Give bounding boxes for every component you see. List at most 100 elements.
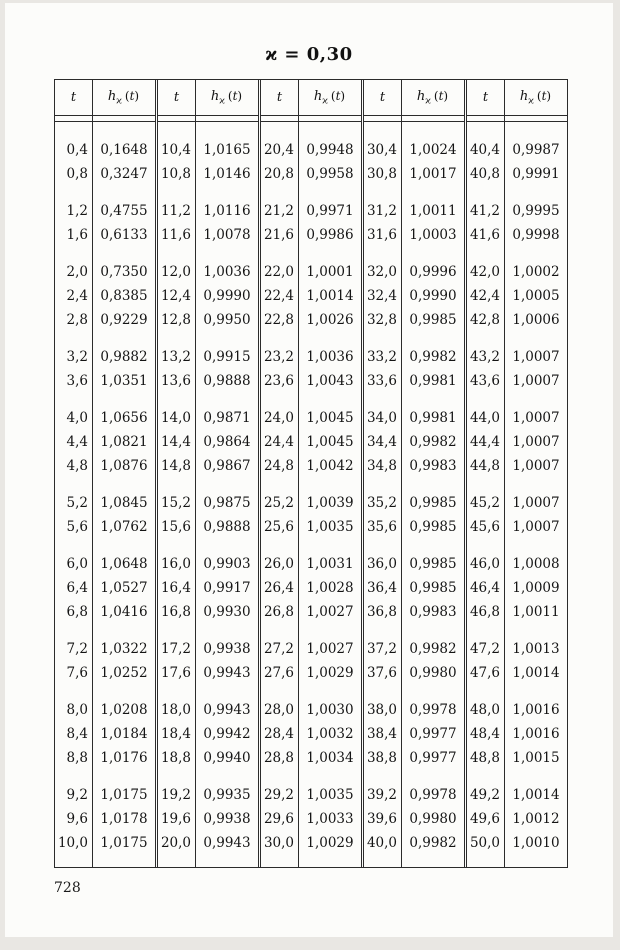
column-divider: [504, 80, 505, 867]
table-row: 19,6 0,9938: [158, 807, 258, 831]
h-value: 1,0011: [409, 203, 457, 219]
h-value: 0,6133: [100, 227, 148, 243]
h-value: 1,0035: [306, 787, 354, 803]
t-value: 23,6: [263, 373, 294, 389]
t-value: 6,0: [66, 556, 88, 572]
t-value: 9,2: [66, 787, 88, 803]
h-value: 0,9978: [409, 702, 457, 718]
t-value: 14,4: [160, 434, 191, 450]
h-value: 1,0014: [512, 787, 560, 803]
h-value: 0,9871: [203, 410, 251, 426]
table-row: 27,6 1,0029: [261, 661, 361, 685]
t-value: 4,0: [66, 410, 88, 426]
t-value: 32,8: [366, 312, 397, 328]
t-value: 8,0: [66, 702, 88, 718]
t-value: 47,6: [469, 665, 500, 681]
t-value: 34,0: [366, 410, 397, 426]
group-double-rule: [361, 80, 364, 867]
h-value: 0,9982: [409, 434, 457, 450]
t-value: 38,0: [366, 702, 397, 718]
table-row: 50,0 1,0010: [467, 831, 567, 855]
header-t-label: t: [276, 90, 283, 105]
h-value: 1,0178: [100, 811, 148, 827]
t-value: 2,8: [66, 312, 88, 328]
table-row: 35,2 0,9985: [364, 491, 464, 515]
t-value: 35,6: [366, 519, 397, 535]
table-row: 29,2 1,0035: [261, 783, 361, 807]
table-row: 21,2 0,9971: [261, 199, 361, 223]
h-value: 1,0029: [306, 665, 354, 681]
t-value: 38,8: [366, 750, 397, 766]
table-row: 45,6 1,0007: [467, 515, 567, 539]
group-header: t hϰ (t): [467, 80, 567, 116]
table-row: 44,4 1,0007: [467, 430, 567, 454]
t-value: 26,8: [263, 604, 294, 620]
t-value: 22,4: [263, 288, 294, 304]
t-value: 22,8: [263, 312, 294, 328]
t-value: 16,0: [160, 556, 191, 572]
h-value: 0,7350: [100, 264, 148, 280]
t-value: 4,8: [66, 458, 88, 474]
h-value: 0,9991: [512, 166, 560, 182]
table-row: 22,0 1,0001: [261, 260, 361, 284]
group-header: t hϰ (t): [55, 80, 155, 116]
h-value: 1,0014: [512, 665, 560, 681]
t-value: 31,6: [366, 227, 397, 243]
t-value: 45,6: [469, 519, 500, 535]
table-row: 38,4 0,9977: [364, 722, 464, 746]
t-value: 48,8: [469, 750, 500, 766]
t-value: 18,4: [160, 726, 191, 742]
h-value: 1,0175: [100, 835, 148, 851]
t-value: 44,4: [469, 434, 500, 450]
t-value: 17,2: [160, 641, 191, 657]
h-value: 1,0007: [512, 434, 560, 450]
table-row: 42,4 1,0005: [467, 284, 567, 308]
h-value: 1,0007: [512, 519, 560, 535]
table-row: 28,8 1,0034: [261, 746, 361, 770]
t-value: 36,8: [366, 604, 397, 620]
h-value: 0,9930: [203, 604, 251, 620]
header-h-label: hϰ (t): [416, 88, 449, 107]
h-value: 1,0039: [306, 495, 354, 511]
table-row: 26,8 1,0027: [261, 600, 361, 624]
t-value: 40,0: [366, 835, 397, 851]
table-row: 39,2 0,9978: [364, 783, 464, 807]
table-row: 25,6 1,0035: [261, 515, 361, 539]
table-row: 38,0 0,9978: [364, 698, 464, 722]
t-value: 17,6: [160, 665, 191, 681]
header-double-rule: [261, 116, 361, 122]
t-value: 42,8: [469, 312, 500, 328]
t-value: 28,4: [263, 726, 294, 742]
table-row: 38,8 0,9977: [364, 746, 464, 770]
table-row: 19,2 0,9935: [158, 783, 258, 807]
t-value: 33,2: [366, 349, 397, 365]
h-value: 0,9940: [203, 750, 251, 766]
table-row: 18,4 0,9942: [158, 722, 258, 746]
t-value: 10,8: [160, 166, 191, 182]
table-row: 30,8 1,0017: [364, 162, 464, 186]
t-value: 34,4: [366, 434, 397, 450]
table-row: 26,4 1,0028: [261, 576, 361, 600]
table-row: 46,0 1,0008: [467, 552, 567, 576]
t-value: 18,0: [160, 702, 191, 718]
h-value: 1,0876: [100, 458, 148, 474]
t-value: 43,2: [469, 349, 500, 365]
header-t-label: t: [482, 90, 489, 105]
t-value: 46,8: [469, 604, 500, 620]
h-value: 0,9915: [203, 349, 251, 365]
h-value: 1,0003: [409, 227, 457, 243]
t-value: 24,0: [263, 410, 294, 426]
h-value: 1,0005: [512, 288, 560, 304]
t-value: 11,6: [160, 227, 191, 243]
t-value: 48,0: [469, 702, 500, 718]
values-table: t hϰ (t) 0,4 0,1648 0,8 0,3247 1,2 0,4755 1,6 0,61…: [54, 79, 568, 868]
book-page: ϰ = 0,30 t hϰ (t) 0,4 0,1648 0,8 0,3247 1,2 0,47…: [5, 3, 613, 937]
t-value: 3,6: [66, 373, 88, 389]
table-row: 14,4 0,9864: [158, 430, 258, 454]
table-row: 37,2 0,9982: [364, 637, 464, 661]
h-value: 0,9996: [409, 264, 457, 280]
header-double-rule: [467, 116, 567, 122]
h-value: 0,9985: [409, 556, 457, 572]
h-value: 0,9903: [203, 556, 251, 572]
t-value: 30,0: [263, 835, 294, 851]
